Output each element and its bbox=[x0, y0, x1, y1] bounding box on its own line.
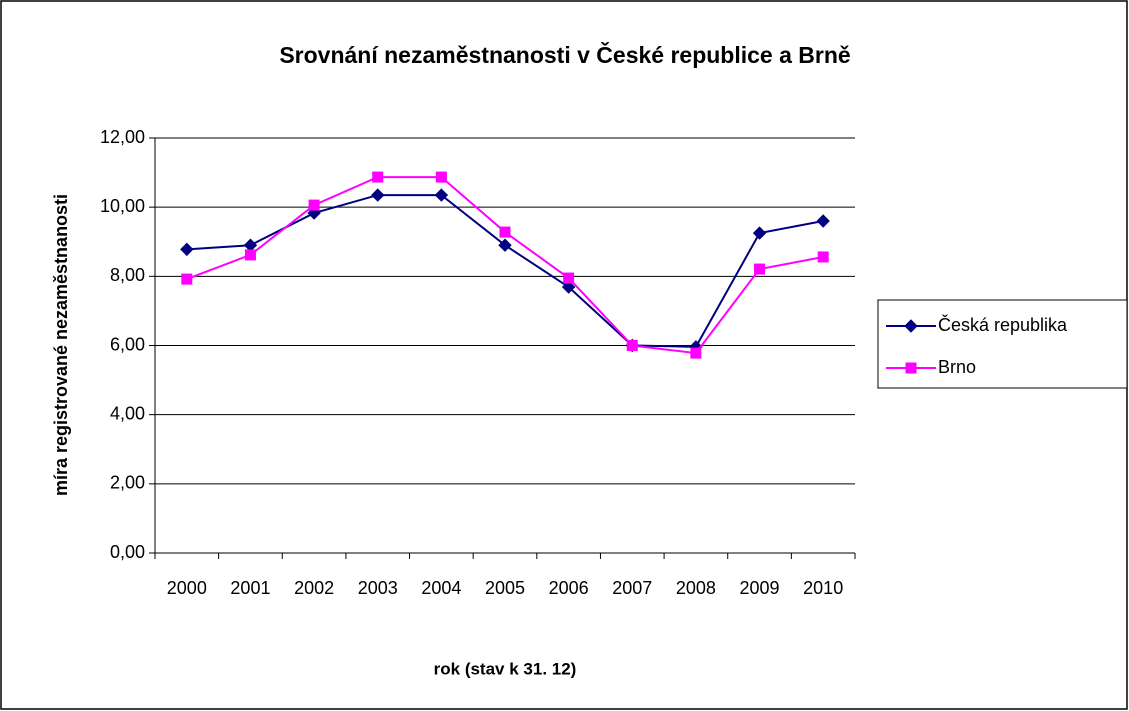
data-point bbox=[816, 214, 830, 228]
x-tick-label: 2000 bbox=[167, 578, 207, 598]
y-tick-label: 10,00 bbox=[100, 196, 145, 216]
x-tick-label: 2009 bbox=[740, 578, 780, 598]
y-tick-label: 2,00 bbox=[110, 473, 145, 493]
data-point bbox=[308, 199, 320, 211]
data-point bbox=[181, 273, 193, 285]
y-axis-title: míra registrované nezaměstnanosti bbox=[51, 194, 71, 496]
data-point bbox=[817, 251, 829, 263]
legend-label: Česká republika bbox=[938, 314, 1068, 335]
data-point bbox=[563, 272, 575, 284]
x-tick-label: 2005 bbox=[485, 578, 525, 598]
x-tick-label: 2008 bbox=[676, 578, 716, 598]
x-tick-label: 2001 bbox=[230, 578, 270, 598]
x-tick-label: 2006 bbox=[549, 578, 589, 598]
y-tick-label: 4,00 bbox=[110, 403, 145, 423]
y-tick-label: 8,00 bbox=[110, 265, 145, 285]
x-tick-label: 2002 bbox=[294, 578, 334, 598]
x-axis-title: rok (stav k 31. 12) bbox=[434, 659, 577, 678]
legend-marker bbox=[905, 362, 917, 374]
legend-label: Brno bbox=[938, 357, 976, 377]
data-point bbox=[690, 347, 702, 359]
data-point bbox=[752, 226, 767, 240]
data-point bbox=[754, 263, 766, 275]
data-point bbox=[244, 249, 256, 261]
y-tick-label: 0,00 bbox=[110, 542, 145, 562]
data-point bbox=[561, 280, 576, 294]
legend-box bbox=[877, 299, 1128, 389]
data-point bbox=[180, 242, 194, 257]
data-point bbox=[434, 188, 449, 202]
chart-title: Srovnání nezaměstnanosti v České republi… bbox=[279, 41, 850, 68]
data-point bbox=[435, 171, 447, 183]
data-point bbox=[499, 226, 511, 238]
x-tick-label: 2010 bbox=[803, 578, 843, 598]
y-tick-label: 6,00 bbox=[110, 334, 145, 354]
y-tick-label: 12,00 bbox=[100, 127, 145, 147]
data-point bbox=[371, 188, 385, 202]
legend-marker bbox=[904, 319, 918, 333]
x-tick-label: 2007 bbox=[612, 578, 652, 598]
data-point bbox=[626, 340, 638, 351]
x-tick-label: 2003 bbox=[358, 578, 398, 598]
data-point bbox=[372, 171, 384, 183]
x-tick-label: 2004 bbox=[421, 578, 461, 598]
data-point bbox=[498, 238, 512, 252]
